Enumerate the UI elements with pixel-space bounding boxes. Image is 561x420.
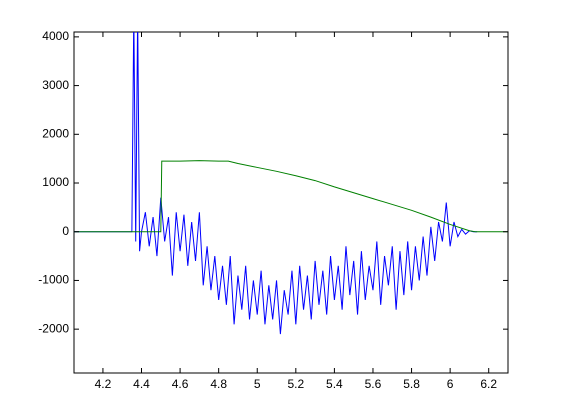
plot-area (73, 31, 509, 374)
x-tick-label: 6 (447, 377, 454, 391)
x-tick-label: 4.6 (172, 377, 189, 391)
y-tick-label: 1000 (42, 175, 69, 189)
y-tick-label: -2000 (38, 321, 69, 335)
x-tick-label: 4.2 (95, 377, 112, 391)
x-tick-label: 4.8 (210, 377, 227, 391)
y-tick-label: 2000 (42, 126, 69, 140)
x-tick-label: 5 (254, 377, 261, 391)
x-tick-label: 5.2 (287, 377, 304, 391)
x-tick-label: 5.8 (403, 377, 420, 391)
y-tick-label: -1000 (38, 273, 69, 287)
y-tick-label: 3000 (42, 78, 69, 92)
y-tick-label: 4000 (42, 29, 69, 43)
x-tick-label: 6.2 (480, 377, 497, 391)
lines (74, 32, 508, 335)
x-tick-label: 4.4 (133, 377, 150, 391)
x-tick-label: 5.6 (365, 377, 382, 391)
y-tick-label: 0 (62, 224, 69, 238)
series-line (74, 160, 508, 233)
series-line (74, 32, 478, 335)
x-tick-label: 5.4 (326, 377, 343, 391)
